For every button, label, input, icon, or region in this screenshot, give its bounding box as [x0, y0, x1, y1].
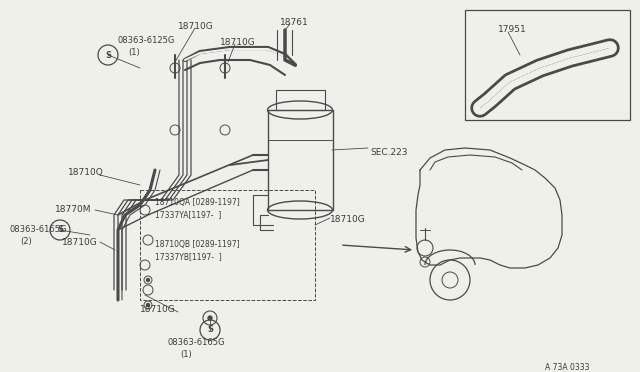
- Text: 18710G: 18710G: [140, 305, 176, 314]
- Text: (1): (1): [180, 350, 192, 359]
- Text: 17951: 17951: [498, 25, 527, 34]
- Text: 18770M: 18770M: [55, 205, 92, 214]
- Text: 08363-6125G: 08363-6125G: [118, 36, 175, 45]
- Bar: [276, 90, 325, 110]
- Text: 08363-6165G: 08363-6165G: [10, 225, 67, 234]
- Circle shape: [208, 316, 212, 320]
- Text: (2): (2): [20, 237, 32, 246]
- Text: 18710QB [0289-1197]: 18710QB [0289-1197]: [155, 240, 239, 249]
- Text: SEC.223: SEC.223: [370, 148, 408, 157]
- Text: 18710G: 18710G: [178, 22, 214, 31]
- Bar: [268, 110, 333, 210]
- Text: S: S: [57, 225, 63, 234]
- Text: 17337YA[1197-  ]: 17337YA[1197- ]: [155, 210, 221, 219]
- Text: 18710G: 18710G: [330, 215, 365, 224]
- Text: 18710Q: 18710Q: [68, 168, 104, 177]
- Text: (1): (1): [128, 48, 140, 57]
- Text: 17337YB[1197-  ]: 17337YB[1197- ]: [155, 252, 221, 261]
- Text: 08363-6165G: 08363-6165G: [168, 338, 225, 347]
- Text: 18710QA [0289-1197]: 18710QA [0289-1197]: [155, 198, 240, 207]
- Bar: [465, 10, 630, 120]
- Text: 18710G: 18710G: [220, 38, 256, 47]
- Text: A 73A 0333: A 73A 0333: [545, 363, 589, 372]
- Circle shape: [147, 279, 150, 282]
- Text: S: S: [207, 326, 213, 334]
- Bar: [140, 190, 315, 300]
- Circle shape: [147, 304, 150, 307]
- Text: S: S: [105, 51, 111, 60]
- Text: 18761: 18761: [280, 18, 308, 27]
- Text: 18710G: 18710G: [62, 238, 98, 247]
